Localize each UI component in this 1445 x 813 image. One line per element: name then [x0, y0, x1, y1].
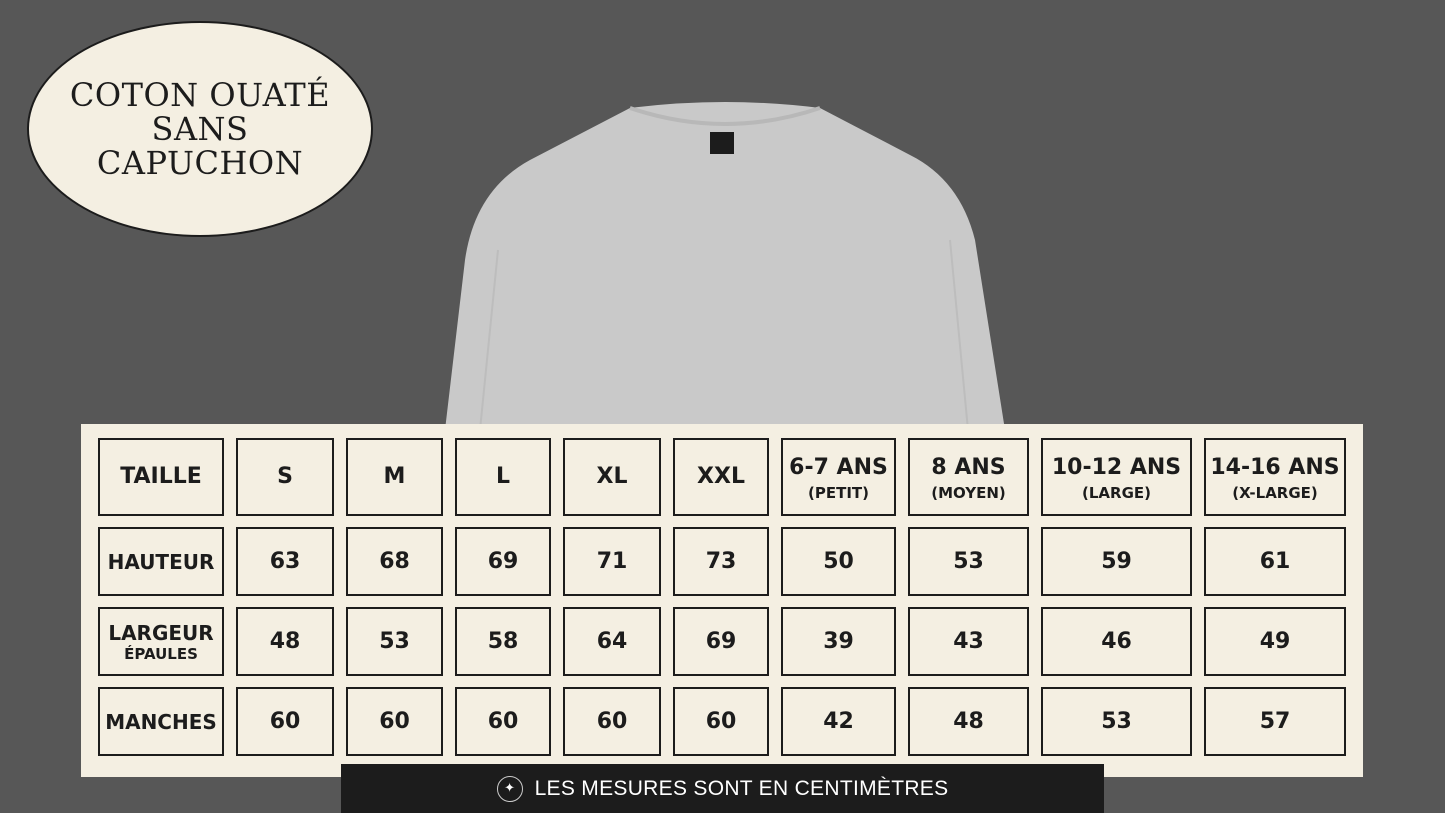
- value-cell: 59: [1041, 527, 1192, 596]
- cell-text: XXL: [697, 464, 745, 489]
- cell-text: 6-7 ANS: [789, 455, 888, 480]
- value-cell: 60: [563, 687, 661, 756]
- cell-text: 14-16 ANS: [1210, 455, 1340, 480]
- value-cell: 69: [455, 527, 551, 596]
- cell-text: 43: [953, 628, 984, 654]
- value-cell: 60: [455, 687, 551, 756]
- cell-text: 63: [269, 548, 301, 574]
- cell-text: 60: [596, 708, 628, 734]
- value-cell: 53: [346, 607, 443, 676]
- cell-text: MANCHES: [105, 709, 217, 734]
- cell-subtext: (LARGE): [1082, 484, 1151, 502]
- cell-text: 53: [953, 548, 984, 574]
- value-cell: 43: [908, 607, 1029, 676]
- value-cell: 60: [236, 687, 334, 756]
- value-cell: 61: [1204, 527, 1346, 596]
- cell-text: 48: [269, 628, 301, 654]
- cell-text: HAUTEUR: [107, 549, 215, 574]
- value-cell: 48: [236, 607, 334, 676]
- cell-text: 53: [1101, 708, 1132, 734]
- cell-text: L: [495, 464, 511, 489]
- value-cell: 60: [346, 687, 443, 756]
- value-cell: 39: [781, 607, 896, 676]
- header-cell-size: 6-7 ANS (PETIT): [781, 438, 896, 516]
- title-line: SANS: [151, 110, 249, 148]
- cell-text: 71: [596, 548, 628, 574]
- cell-text: 8 ANS: [931, 455, 1006, 480]
- cell-text: 50: [823, 548, 854, 574]
- cell-subtext: ÉPAULES: [124, 644, 198, 663]
- value-cell: 60: [673, 687, 769, 756]
- value-cell: 42: [781, 687, 896, 756]
- cell-text: 53: [379, 628, 410, 654]
- header-cell-size: 10-12 ANS (LARGE): [1041, 438, 1192, 516]
- header-cell-label: TAILLE: [98, 438, 224, 516]
- cell-text: 68: [379, 548, 410, 574]
- cell-text: 58: [487, 628, 519, 654]
- value-cell: 71: [563, 527, 661, 596]
- cell-text: 64: [596, 628, 628, 654]
- cell-subtext: (PETIT): [808, 484, 869, 502]
- value-cell: 48: [908, 687, 1029, 756]
- size-table: TAILLE S M L XL XXL 6-7 ANS (PETIT) 8 ANS (MOYEN)…: [98, 438, 1346, 756]
- cell-text: 39: [823, 628, 854, 654]
- cell-text: 60: [487, 708, 519, 734]
- cell-text: 59: [1101, 548, 1132, 574]
- value-cell: 53: [1041, 687, 1192, 756]
- row-label: MANCHES: [98, 687, 224, 756]
- cell-text: M: [383, 464, 406, 489]
- cell-text: 69: [487, 548, 519, 574]
- cell-subtext: (MOYEN): [931, 484, 1006, 502]
- cell-text: 60: [269, 708, 301, 734]
- cell-text: 46: [1101, 628, 1132, 654]
- value-cell: 50: [781, 527, 896, 596]
- header-cell-size: 14-16 ANS (X-LARGE): [1204, 438, 1346, 516]
- value-cell: 53: [908, 527, 1029, 596]
- value-cell: 69: [673, 607, 769, 676]
- product-title-badge: COTON OUATÉ SANS CAPUCHON: [27, 21, 373, 237]
- cell-text: XL: [596, 464, 628, 489]
- cell-text: 48: [953, 708, 984, 734]
- cell-text: 60: [705, 708, 737, 734]
- value-cell: 63: [236, 527, 334, 596]
- title-line: CAPUCHON: [96, 144, 304, 182]
- cell-subtext: (X-LARGE): [1232, 484, 1318, 502]
- cell-text: 73: [705, 548, 737, 574]
- value-cell: 68: [346, 527, 443, 596]
- header-cell-size: XXL: [673, 438, 769, 516]
- value-cell: 73: [673, 527, 769, 596]
- cell-text: 69: [705, 628, 737, 654]
- header-cell-size: M: [346, 438, 443, 516]
- cell-text: LARGEUR: [108, 620, 214, 645]
- cell-text: TAILLE: [120, 464, 202, 489]
- value-cell: 57: [1204, 687, 1346, 756]
- value-cell: 49: [1204, 607, 1346, 676]
- header-cell-size: L: [455, 438, 551, 516]
- units-note: ✦ LES MESURES SONT EN CENTIMÈTRES: [341, 764, 1104, 813]
- value-cell: 58: [455, 607, 551, 676]
- units-note-text: LES MESURES SONT EN CENTIMÈTRES: [534, 776, 949, 800]
- cell-text: S: [277, 464, 293, 489]
- cell-text: 57: [1259, 708, 1291, 734]
- cell-text: 60: [379, 708, 410, 734]
- sparkle-icon: ✦: [496, 775, 523, 802]
- header-cell-size: 8 ANS (MOYEN): [908, 438, 1029, 516]
- header-cell-size: S: [236, 438, 334, 516]
- title-line: COTON OUATÉ: [69, 76, 331, 114]
- cell-text: 10-12 ANS: [1051, 455, 1182, 480]
- sweatshirt-image: [445, 102, 1005, 430]
- cell-text: 42: [823, 708, 854, 734]
- value-cell: 46: [1041, 607, 1192, 676]
- value-cell: 64: [563, 607, 661, 676]
- size-chart-panel: TAILLE S M L XL XXL 6-7 ANS (PETIT) 8 ANS (MOYEN)…: [81, 424, 1363, 777]
- header-cell-size: XL: [563, 438, 661, 516]
- row-label: LARGEUR ÉPAULES: [98, 607, 224, 676]
- row-label: HAUTEUR: [98, 527, 224, 596]
- cell-text: 49: [1259, 628, 1291, 654]
- cell-text: 61: [1259, 548, 1291, 574]
